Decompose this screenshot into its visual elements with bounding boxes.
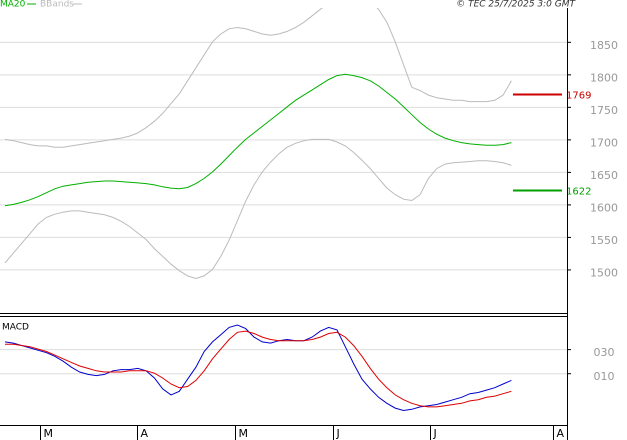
bband-upper — [4, 8, 512, 148]
x-tick-label: A — [557, 427, 565, 440]
y-tick-label: 1650 — [590, 169, 618, 182]
main-panel — [4, 8, 512, 280]
level-label: 1769 — [566, 91, 591, 102]
macd-grid — [0, 349, 567, 375]
y-tick-label: 1700 — [590, 136, 618, 149]
axes: 1500 1550 1600 1650 1700 1750 1800 1850 1769 1622… — [40, 39, 618, 440]
ma20-line — [4, 73, 512, 207]
level-label: 1622 — [566, 187, 591, 198]
y-tick-label: 030 — [594, 346, 615, 359]
bband-lower — [4, 138, 512, 280]
x-tick-label: A — [141, 427, 149, 440]
macd-line — [5, 330, 512, 408]
y-tick-label: 1800 — [590, 71, 618, 84]
y-tick-label: 1550 — [590, 234, 618, 247]
macd-line — [4, 324, 512, 412]
y-tick-label: 1600 — [590, 201, 618, 214]
y-tick-label: 1850 — [590, 39, 618, 52]
macd-title: MACD — [2, 323, 29, 333]
y-tick-label: 1500 — [590, 266, 618, 279]
x-tick-label: J — [336, 427, 340, 440]
y-tick-label: 010 — [594, 370, 615, 383]
main-grid — [0, 41, 567, 271]
x-tick-label: M — [44, 427, 54, 440]
x-tick-label: J — [433, 427, 437, 440]
legend-bbands: BBands — [40, 0, 74, 10]
x-tick-label: M — [239, 427, 249, 440]
macd-panel — [4, 324, 512, 412]
copyright: © TEC 25/7/2025 3:0 GMT — [456, 0, 576, 10]
legend-ma20: MA20 — [0, 0, 26, 10]
y-tick-label: 1750 — [590, 104, 618, 117]
